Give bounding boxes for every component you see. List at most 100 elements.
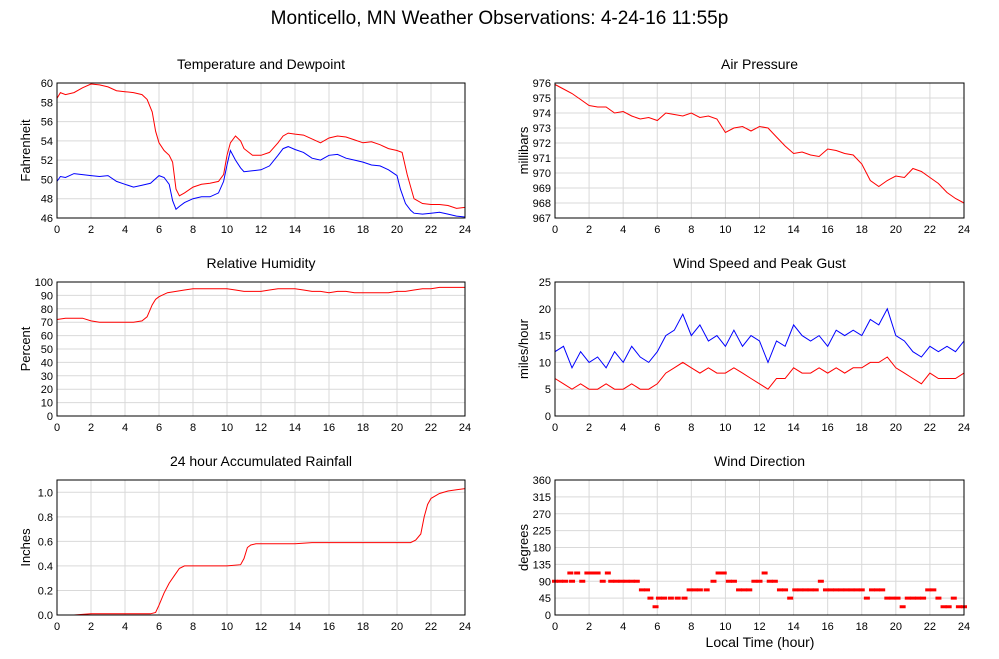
- y-tick-label: 10: [41, 398, 53, 410]
- data-point: [884, 596, 891, 600]
- x-tick-label: 14: [289, 422, 301, 434]
- data-point: [736, 588, 743, 592]
- y-tick-label: 15: [539, 331, 551, 343]
- y-tick-label: 0.6: [38, 536, 53, 548]
- data-point: [628, 579, 635, 583]
- data-point: [579, 579, 586, 583]
- data-point: [945, 605, 952, 609]
- x-tick-label: 2: [586, 224, 592, 236]
- y-tick-label: 974: [533, 108, 551, 120]
- data-point: [766, 579, 773, 583]
- data-point: [746, 588, 753, 592]
- data-point: [652, 605, 659, 609]
- data-point: [838, 588, 845, 592]
- data-point: [725, 579, 732, 583]
- x-tick-label: 6: [156, 422, 162, 434]
- chart-title: Wind Speed and Peak Gust: [673, 255, 846, 271]
- data-point: [710, 579, 717, 583]
- y-tick-label: 20: [539, 304, 551, 316]
- x-tick-label: 10: [719, 224, 731, 236]
- x-tick-label: 22: [924, 422, 936, 434]
- x-tick-label: 4: [620, 422, 626, 434]
- data-point: [802, 588, 809, 592]
- y-tick-label: 315: [533, 492, 551, 504]
- y-tick-label: 48: [41, 194, 53, 206]
- y-tick-label: 52: [41, 155, 53, 167]
- x-tick-label: 4: [122, 224, 128, 236]
- data-point: [848, 588, 855, 592]
- y-tick-label: 968: [533, 198, 551, 210]
- x-tick-label: 22: [425, 621, 437, 633]
- x-tick-label: 18: [357, 422, 369, 434]
- data-point: [868, 588, 875, 592]
- chart-panel-humidity: 0 2 4 6 8 10 12 14 16 18 20 22 240102030405060708090…: [18, 255, 471, 434]
- x-tick-label: 20: [890, 224, 902, 236]
- y-tick-label: 60: [41, 78, 53, 90]
- y-tick-label: 90: [539, 576, 551, 588]
- x-tick-label: 6: [156, 224, 162, 236]
- x-tick-label: 8: [688, 422, 694, 434]
- y-tick-label: 976: [533, 78, 551, 90]
- y-tick-label: 0.4: [38, 561, 53, 573]
- data-point: [828, 588, 835, 592]
- y-tick-label: 46: [41, 213, 53, 225]
- data-point: [935, 596, 942, 600]
- y-tick-label: 973: [533, 123, 551, 135]
- y-tick-label: 56: [41, 117, 53, 129]
- data-point: [574, 571, 581, 575]
- x-tick-label: 4: [620, 621, 626, 633]
- y-tick-label: 0: [47, 411, 53, 423]
- data-point: [730, 579, 737, 583]
- data-point: [613, 579, 620, 583]
- x-tick-label: 0: [552, 422, 558, 434]
- data-point: [604, 571, 611, 575]
- y-tick-label: 45: [539, 593, 551, 605]
- data-point: [715, 571, 722, 575]
- data-point: [914, 596, 921, 600]
- data-point: [787, 596, 794, 600]
- y-tick-label: 135: [533, 559, 551, 571]
- x-tick-label: 4: [122, 621, 128, 633]
- x-tick-label: 8: [190, 422, 196, 434]
- y-tick-label: 5: [545, 384, 551, 396]
- x-tick-label: 0: [54, 621, 60, 633]
- data-point: [889, 596, 896, 600]
- x-tick-label: 14: [289, 621, 301, 633]
- x-tick-label: 22: [425, 422, 437, 434]
- x-tick-label: 10: [221, 621, 233, 633]
- y-axis-label: miles/hour: [516, 318, 531, 379]
- x-tick-label: 22: [924, 224, 936, 236]
- x-tick-label: 0: [54, 224, 60, 236]
- data-point: [667, 596, 674, 600]
- x-tick-label: 12: [255, 621, 267, 633]
- y-tick-label: 972: [533, 138, 551, 150]
- y-tick-label: 0.2: [38, 585, 53, 597]
- data-point: [686, 588, 693, 592]
- x-tick-label: 10: [719, 422, 731, 434]
- y-tick-label: 967: [533, 213, 551, 225]
- y-tick-label: 0: [545, 610, 551, 622]
- data-point: [761, 571, 768, 575]
- x-tick-label: 2: [88, 422, 94, 434]
- y-tick-label: 54: [41, 136, 53, 148]
- x-tick-label: 0: [552, 224, 558, 236]
- y-tick-label: 225: [533, 526, 551, 538]
- x-tick-label: 14: [787, 621, 799, 633]
- x-tick-label: 18: [357, 224, 369, 236]
- data-point: [920, 596, 927, 600]
- data-point: [833, 588, 840, 592]
- x-tick-label: 22: [425, 224, 437, 236]
- x-tick-label: 16: [323, 422, 335, 434]
- page-title: Monticello, MN Weather Observations: 4-2…: [270, 8, 729, 29]
- data-point: [874, 588, 881, 592]
- x-tick-label: 24: [459, 422, 471, 434]
- x-tick-label: 12: [255, 224, 267, 236]
- data-point: [807, 588, 814, 592]
- plot-frame: [554, 82, 965, 219]
- data-point: [741, 588, 748, 592]
- y-tick-label: 0.0: [38, 610, 53, 622]
- data-point: [569, 579, 576, 583]
- x-tick-label: 20: [391, 621, 403, 633]
- data-point: [608, 579, 615, 583]
